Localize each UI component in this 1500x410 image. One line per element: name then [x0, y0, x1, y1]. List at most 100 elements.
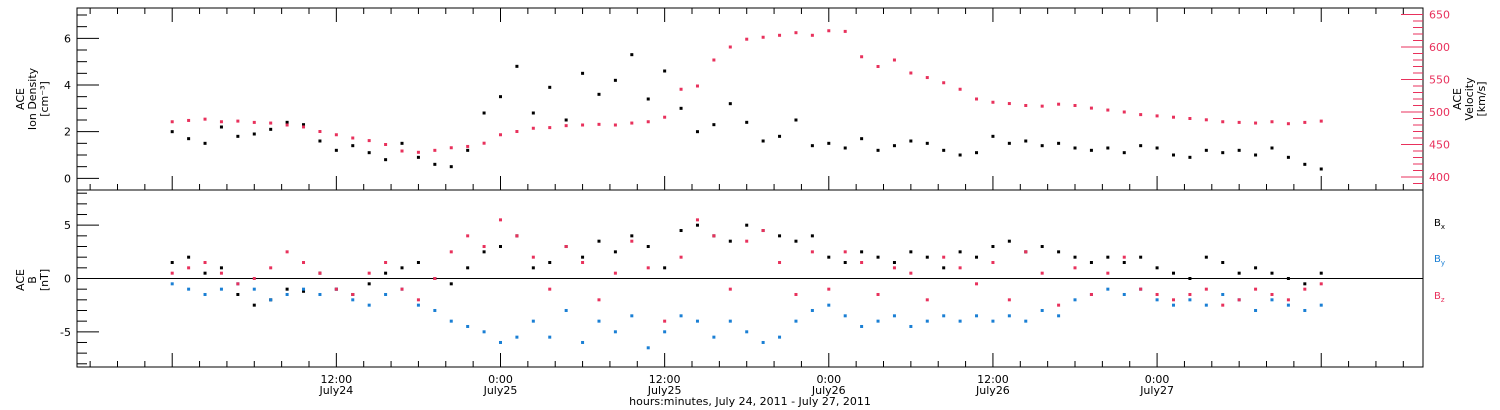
top-data-marks — [170, 29, 1323, 171]
velocity-point — [334, 133, 338, 137]
bx-point — [498, 245, 502, 249]
velocity-point — [564, 124, 568, 128]
density-point — [416, 155, 420, 159]
x-tick-time-label: 12:00 — [320, 373, 352, 386]
velocity-point — [581, 123, 585, 127]
density-point — [679, 106, 683, 110]
velocity-point — [745, 37, 749, 41]
density-point — [515, 64, 519, 68]
density-point — [827, 141, 831, 145]
by-point — [663, 330, 667, 334]
density-point — [466, 148, 470, 152]
velocity-point — [449, 146, 453, 150]
bx-point — [1221, 261, 1225, 265]
velocity-point — [1221, 120, 1225, 124]
density-point — [630, 53, 634, 57]
density-point — [1057, 141, 1061, 145]
x-tick-time-label: 0:00 — [488, 373, 513, 386]
density-point — [597, 92, 601, 96]
top-right-tick-label: 500 — [1429, 106, 1450, 119]
bottom-data-marks — [170, 218, 1323, 350]
velocity-point — [613, 123, 617, 127]
bz-point — [1204, 287, 1208, 291]
velocity-point — [843, 29, 847, 33]
by-point — [810, 308, 814, 312]
density-point — [219, 125, 223, 129]
by-point — [925, 319, 929, 323]
density-point — [975, 151, 979, 155]
velocity-point — [1237, 120, 1241, 124]
by-point — [1204, 303, 1208, 307]
density-point — [1188, 155, 1192, 159]
velocity-point — [285, 123, 289, 127]
legend-entry-by: By — [1434, 254, 1445, 267]
velocity-point — [794, 31, 798, 35]
density-point — [1024, 139, 1028, 143]
legend: Bx By Bz — [1434, 218, 1445, 304]
velocity-point — [384, 143, 388, 146]
x-tick-time-label: 12:00 — [977, 373, 1009, 386]
by-point — [876, 319, 880, 323]
bz-point — [203, 261, 207, 265]
legend-entry-bz: Bz — [1434, 291, 1445, 304]
bz-point — [1122, 255, 1126, 259]
density-point — [843, 146, 847, 150]
by-point — [433, 308, 437, 312]
bx-point — [827, 255, 831, 259]
by-point — [630, 314, 634, 318]
bx-point — [1073, 255, 1077, 259]
bz-point — [581, 261, 585, 265]
by-point — [482, 330, 486, 334]
bz-point — [975, 282, 979, 286]
density-point — [170, 130, 174, 134]
velocity-point — [1089, 106, 1093, 110]
top-ylabel-line2: Ion Density — [26, 67, 39, 130]
bx-point — [778, 234, 782, 238]
velocity-point — [269, 121, 273, 125]
density-point — [367, 151, 371, 155]
top-left-tick-label: 0 — [64, 172, 71, 185]
velocity-point — [663, 115, 667, 119]
bx-point — [482, 250, 486, 254]
by-point — [466, 324, 470, 328]
density-point — [498, 95, 502, 99]
velocity-point — [646, 120, 650, 124]
density-point — [1155, 146, 1159, 150]
bx-point — [1254, 266, 1258, 270]
bz-point — [810, 250, 814, 254]
bottom-ylabel-line2: B — [26, 276, 39, 284]
velocity-point — [466, 144, 470, 148]
by-point — [498, 340, 502, 344]
bz-point — [433, 277, 437, 280]
bz-point — [269, 266, 273, 270]
bz-point — [1106, 271, 1110, 275]
density-point — [187, 137, 191, 141]
by-point — [712, 335, 716, 339]
bx-point — [285, 287, 289, 291]
density-point — [269, 127, 273, 131]
bottom-left-axis: -5 0 5 — [60, 192, 99, 365]
by-point — [778, 335, 782, 339]
bx-point — [1237, 271, 1241, 275]
by-point — [695, 319, 699, 323]
density-point — [236, 134, 240, 138]
density-point — [1204, 148, 1208, 152]
bz-point — [252, 277, 256, 280]
velocity-point — [170, 120, 174, 124]
by-point — [1319, 303, 1323, 307]
density-point — [663, 69, 667, 73]
bx-point — [1007, 239, 1011, 243]
density-point — [1171, 153, 1175, 157]
bx-point — [531, 266, 535, 270]
density-point — [302, 123, 306, 127]
bx-point — [187, 255, 191, 259]
density-point — [892, 144, 896, 148]
bx-point — [416, 261, 420, 265]
bx-point — [646, 245, 650, 249]
bz-point — [860, 261, 864, 265]
bx-point — [843, 261, 847, 265]
by-point — [679, 314, 683, 318]
bz-point — [745, 239, 749, 243]
bz-point — [778, 261, 782, 265]
velocity-point — [1007, 102, 1011, 106]
